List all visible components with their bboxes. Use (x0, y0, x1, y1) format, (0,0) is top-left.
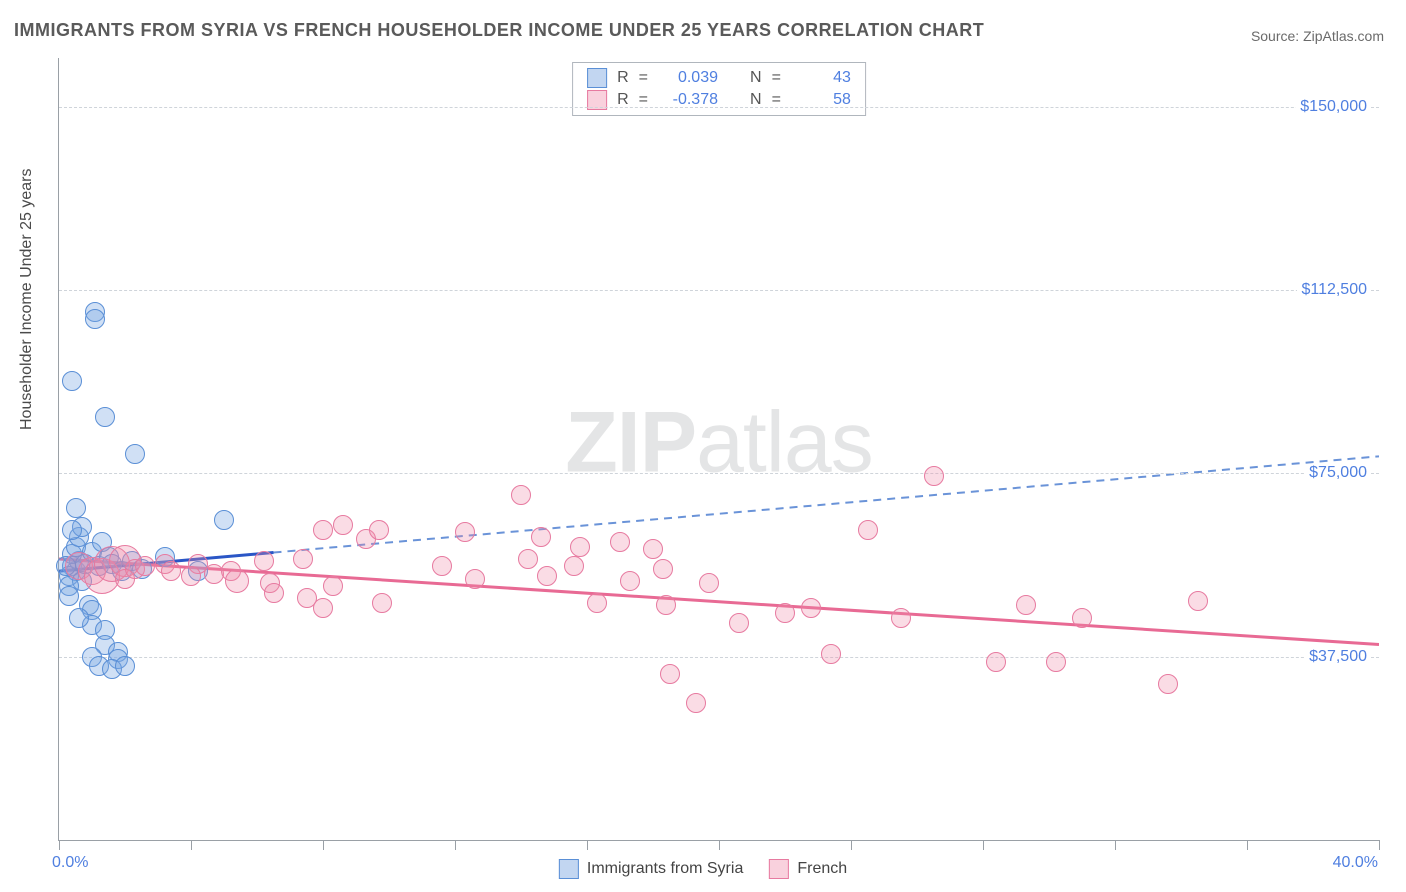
x-tick (323, 840, 324, 850)
data-point-syria (66, 498, 86, 518)
data-point-french (369, 520, 389, 540)
x-tick (983, 840, 984, 850)
stat-N-value: 43 (791, 69, 851, 87)
chart-title: IMMIGRANTS FROM SYRIA VS FRENCH HOUSEHOL… (14, 20, 984, 41)
data-point-french (1016, 595, 1036, 615)
data-point-french (610, 532, 630, 552)
stat-label: R (617, 69, 629, 87)
x-tick (1115, 840, 1116, 850)
data-point-french (1158, 674, 1178, 694)
data-point-french (660, 664, 680, 684)
legend-item: French (769, 859, 847, 879)
legend-label: Immigrants from Syria (587, 860, 743, 878)
data-point-french (801, 598, 821, 618)
data-point-french (653, 559, 673, 579)
data-point-syria (85, 309, 105, 329)
data-point-french (1072, 608, 1092, 628)
x-tick (719, 840, 720, 850)
legend-item: Immigrants from Syria (559, 859, 743, 879)
data-point-french (432, 556, 452, 576)
data-point-french (333, 515, 353, 535)
data-point-french (587, 593, 607, 613)
data-point-french (891, 608, 911, 628)
watermark-bold: ZIP (565, 395, 696, 491)
x-tick (1247, 840, 1248, 850)
data-point-french (570, 537, 590, 557)
x-tick (455, 840, 456, 850)
data-point-french (699, 573, 719, 593)
data-point-french (254, 551, 274, 571)
x-tick (59, 840, 60, 850)
data-point-french (161, 561, 181, 581)
x-tick (851, 840, 852, 850)
y-tick-label: $37,500 (1305, 648, 1371, 666)
data-point-french (225, 569, 249, 593)
y-axis-label: Householder Income Under 25 years (18, 169, 36, 430)
gridline (59, 473, 1379, 474)
y-tick-label: $75,000 (1305, 464, 1371, 482)
stats-row: R=0.039N=43 (573, 67, 865, 89)
gridline (59, 657, 1379, 658)
trendline (274, 456, 1380, 552)
data-point-french (564, 556, 584, 576)
data-point-syria (125, 444, 145, 464)
plot-area: ZIPatlas R=0.039N=43R=-0.378N=58 $37,500… (58, 58, 1379, 841)
data-point-french (531, 527, 551, 547)
data-point-french (264, 583, 284, 603)
y-tick-label: $112,500 (1297, 281, 1371, 299)
data-point-syria (69, 608, 89, 628)
bottom-legend: Immigrants from Syria French (559, 850, 847, 888)
y-tick-label: $150,000 (1296, 98, 1371, 116)
legend-swatch (587, 68, 607, 88)
data-point-french (511, 485, 531, 505)
legend-swatch (559, 859, 579, 879)
data-point-french (1046, 652, 1066, 672)
trendlines-layer (59, 58, 1379, 840)
data-point-syria (62, 520, 82, 540)
legend-swatch (769, 859, 789, 879)
data-point-french (313, 520, 333, 540)
data-point-french (518, 549, 538, 569)
data-point-french (372, 593, 392, 613)
data-point-french (729, 613, 749, 633)
data-point-french (181, 566, 201, 586)
stat-R-value: 0.039 (658, 69, 718, 87)
data-point-french (821, 644, 841, 664)
data-point-french (656, 595, 676, 615)
data-point-syria (95, 407, 115, 427)
watermark-rest: atlas (696, 395, 873, 491)
watermark: ZIPatlas (565, 394, 872, 493)
x-tick (191, 840, 192, 850)
x-tick (587, 840, 588, 850)
data-point-syria (59, 586, 79, 606)
data-point-french (643, 539, 663, 559)
x-tick (1379, 840, 1380, 850)
data-point-french (135, 556, 155, 576)
data-point-french (1188, 591, 1208, 611)
legend-label: French (797, 860, 847, 878)
data-point-french (465, 569, 485, 589)
x-axis-max-label: 40.0% (1333, 854, 1378, 872)
stat-label: N (750, 69, 762, 87)
data-point-french (686, 693, 706, 713)
trendline (59, 559, 1379, 645)
data-point-french (293, 549, 313, 569)
data-point-french (858, 520, 878, 540)
correlation-stats-box: R=0.039N=43R=-0.378N=58 (572, 62, 866, 116)
data-point-syria (214, 510, 234, 530)
data-point-french (323, 576, 343, 596)
gridline (59, 107, 1379, 108)
data-point-french (775, 603, 795, 623)
data-point-syria (115, 656, 135, 676)
data-point-french (620, 571, 640, 591)
data-point-syria (62, 371, 82, 391)
x-axis-min-label: 0.0% (52, 854, 88, 872)
data-point-french (455, 522, 475, 542)
data-point-french (986, 652, 1006, 672)
data-point-french (313, 598, 333, 618)
gridline (59, 290, 1379, 291)
data-point-french (537, 566, 557, 586)
source-attribution: Source: ZipAtlas.com (1251, 28, 1384, 44)
data-point-french (924, 466, 944, 486)
